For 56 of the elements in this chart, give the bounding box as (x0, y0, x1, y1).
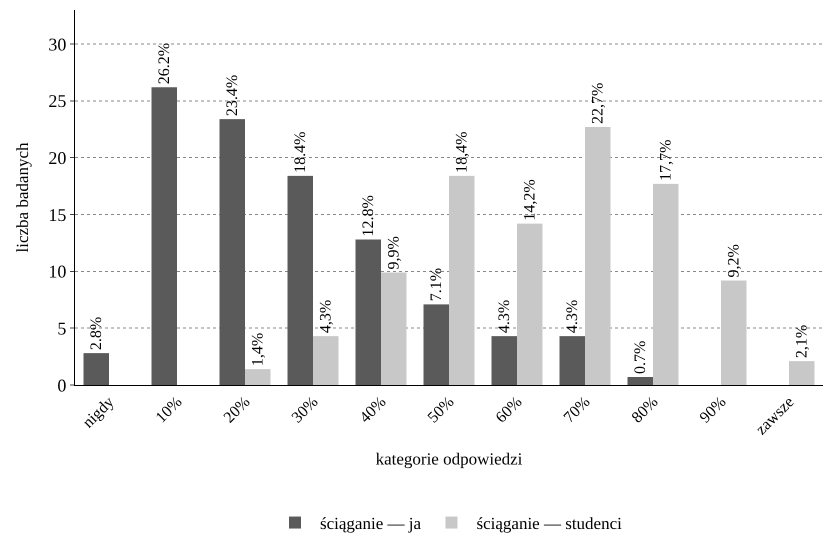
bar (152, 87, 177, 385)
data-label: 2.8% (88, 316, 105, 350)
x-tick-label: 90% (696, 394, 730, 426)
bar (245, 369, 270, 385)
y-tick-label: 10 (48, 262, 66, 282)
bar (220, 119, 245, 385)
data-label: 4.3% (496, 300, 513, 334)
x-tick-label: 30% (288, 394, 322, 426)
data-label: 4.3% (564, 300, 581, 334)
x-tick-label: 50% (424, 394, 458, 426)
data-label: 9,9% (385, 236, 402, 270)
data-label: 26.2% (156, 42, 173, 84)
x-tick-label: 20% (220, 394, 254, 426)
data-label: 0.7% (632, 340, 649, 374)
bar (721, 280, 746, 385)
data-label: 22,7% (589, 82, 606, 124)
data-label: 14,2% (521, 179, 538, 221)
bar (313, 336, 338, 385)
data-label: 18,4% (453, 132, 470, 173)
y-tick-label: 25 (48, 91, 66, 112)
data-label: 23.4% (224, 74, 241, 116)
data-label: 18.4% (292, 132, 309, 173)
x-tick-label: 10% (152, 394, 186, 426)
bar (585, 127, 610, 385)
legend-label: ściąganie — studenci (476, 514, 622, 534)
bar (628, 377, 653, 385)
bar (789, 361, 814, 385)
y-tick-label: 20 (48, 148, 66, 168)
x-axis-title: kategorie odpowiedzi (376, 450, 523, 469)
data-label: 9,2% (725, 244, 742, 278)
bar (449, 176, 474, 385)
bar (288, 176, 313, 385)
y-tick-label: 5 (57, 318, 66, 338)
data-label: 2,1% (793, 324, 810, 358)
x-tick-label: 70% (560, 394, 594, 426)
bar (560, 336, 585, 385)
y-tick-label: 15 (48, 204, 66, 225)
x-tick-label: 80% (628, 394, 662, 426)
data-label: 12.8% (360, 195, 377, 237)
y-tick-label: 0 (57, 375, 66, 396)
bar (517, 224, 542, 385)
bar (653, 184, 678, 385)
data-label: 4,3% (317, 300, 334, 334)
bar (492, 336, 517, 385)
bar (424, 304, 449, 385)
y-tick-label: 30 (48, 34, 66, 54)
data-label: 17,7% (657, 140, 674, 181)
x-tick-label: 60% (492, 394, 526, 426)
x-tick-label: 40% (356, 394, 390, 426)
bar (84, 353, 109, 385)
bar (381, 272, 406, 385)
legend-label: ściąganie — ja (320, 514, 422, 534)
y-axis-title: liczba badanych (12, 142, 32, 252)
data-label: 1,4% (249, 332, 266, 366)
bar (356, 240, 381, 385)
data-label: 7.1% (428, 268, 445, 302)
